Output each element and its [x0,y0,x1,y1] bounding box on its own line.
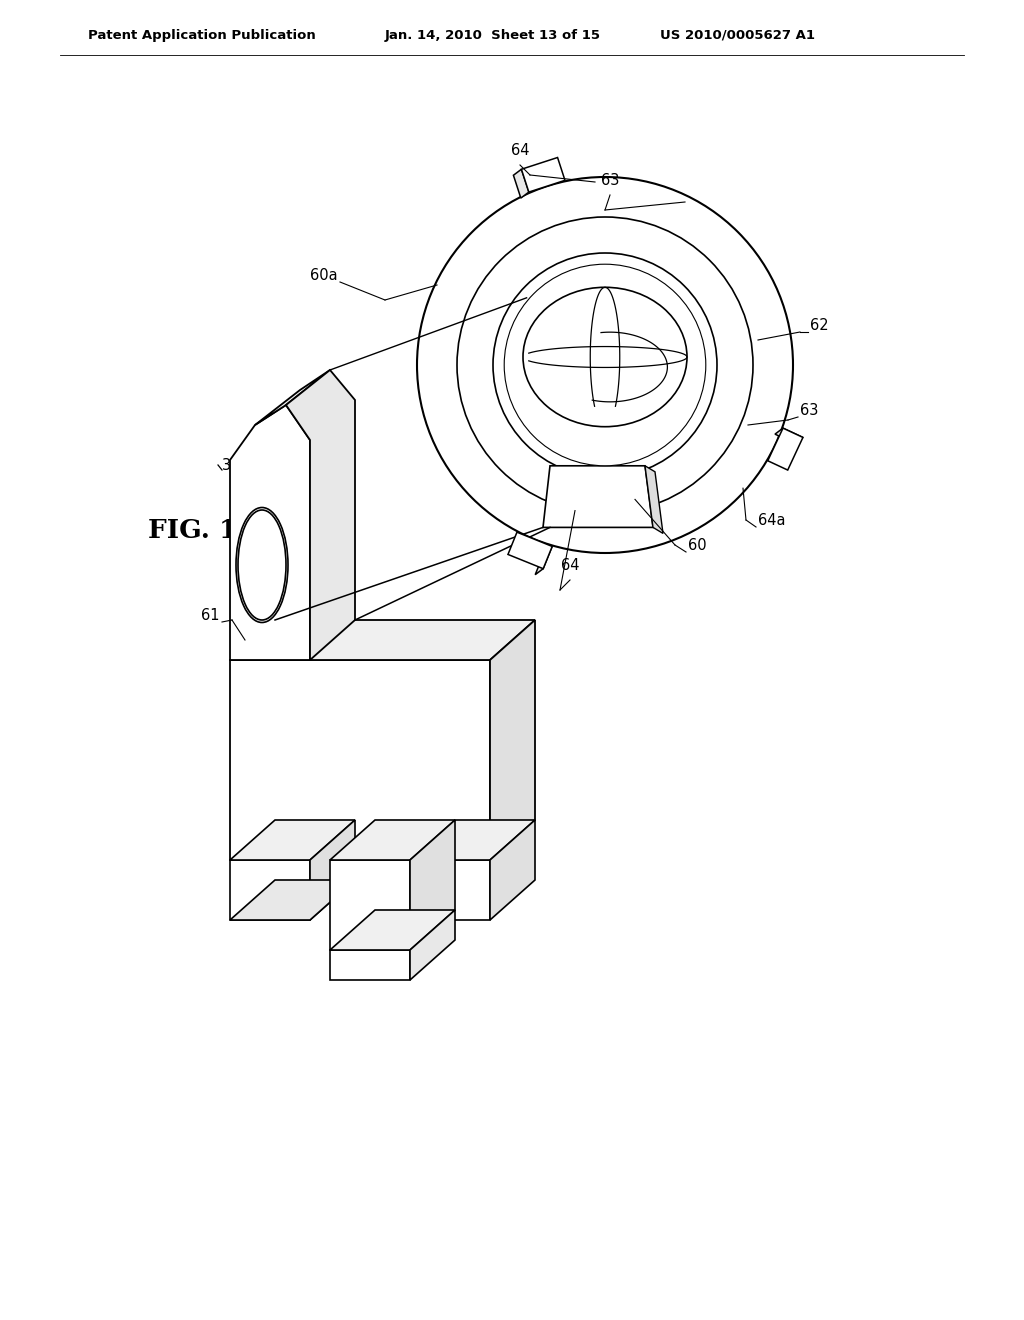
Ellipse shape [457,216,753,513]
Polygon shape [775,428,803,444]
Polygon shape [410,861,490,920]
Polygon shape [230,820,355,861]
Polygon shape [330,861,410,950]
Ellipse shape [417,177,793,553]
Text: 61: 61 [202,609,220,623]
Text: 64a: 64a [758,513,785,528]
Ellipse shape [238,510,286,620]
Polygon shape [490,820,535,920]
Polygon shape [230,405,310,660]
Text: 60: 60 [688,539,707,553]
Text: FIG. 13: FIG. 13 [148,517,256,543]
Text: 64: 64 [561,558,580,573]
Polygon shape [286,370,355,660]
Text: 64: 64 [511,143,529,158]
Text: Jan. 14, 2010  Sheet 13 of 15: Jan. 14, 2010 Sheet 13 of 15 [385,29,601,41]
Polygon shape [521,157,565,193]
Polygon shape [230,880,355,920]
Ellipse shape [523,288,687,426]
Text: 60a: 60a [310,268,338,282]
Polygon shape [230,660,490,861]
Text: 62: 62 [810,318,828,333]
Polygon shape [645,466,663,533]
Polygon shape [230,620,535,660]
Text: US 2010/0005627 A1: US 2010/0005627 A1 [660,29,815,41]
Text: 34: 34 [222,458,241,473]
Polygon shape [508,532,552,569]
Polygon shape [536,546,552,574]
Polygon shape [513,169,528,198]
Polygon shape [768,428,803,470]
Polygon shape [330,820,455,861]
Polygon shape [410,820,455,950]
Polygon shape [310,820,355,920]
Polygon shape [255,370,330,425]
Ellipse shape [236,507,288,623]
Polygon shape [330,950,410,979]
Ellipse shape [493,253,717,477]
Polygon shape [230,861,310,920]
Polygon shape [330,909,455,950]
Text: 63: 63 [601,173,620,187]
Text: 63: 63 [800,403,818,418]
Ellipse shape [504,264,706,466]
Text: Patent Application Publication: Patent Application Publication [88,29,315,41]
Polygon shape [410,820,535,861]
Polygon shape [490,620,535,861]
Polygon shape [543,466,653,528]
Polygon shape [410,909,455,979]
